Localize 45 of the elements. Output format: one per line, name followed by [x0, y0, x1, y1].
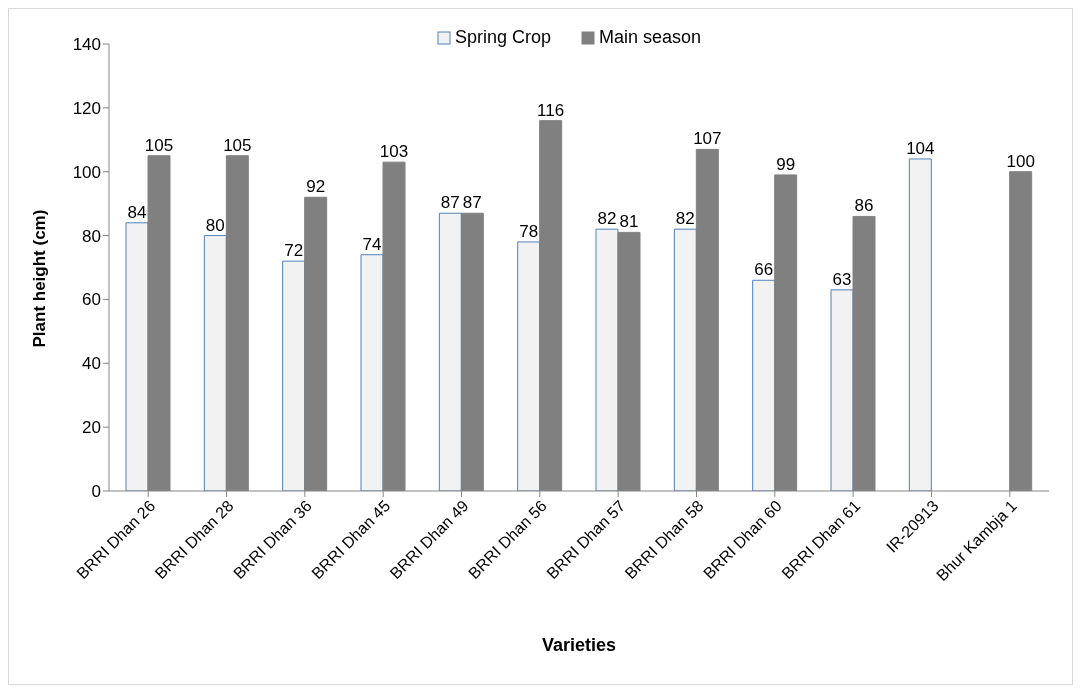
bar: [673, 228, 697, 491]
data-label: 66: [754, 260, 774, 280]
data-label: 105: [223, 135, 252, 155]
data-label: 99: [776, 154, 796, 174]
data-label: 105: [144, 135, 174, 155]
y-tick-label: 80: [82, 226, 101, 246]
data-label: 116: [537, 100, 565, 120]
bar: [517, 241, 541, 491]
data-label: 72: [284, 241, 304, 261]
data-label: 87: [440, 193, 460, 213]
data-label: 74: [362, 234, 382, 254]
data-label: 78: [519, 221, 539, 241]
x-axis-title: Varieties: [541, 635, 617, 655]
data-label: 103: [379, 142, 409, 162]
data-label: 92: [306, 177, 326, 197]
data-label: 86: [854, 196, 874, 216]
bar: [360, 254, 384, 491]
y-axis-title: Plant height (cm): [30, 209, 50, 348]
bar: [830, 289, 854, 491]
data-label: 81: [619, 212, 639, 232]
bar: [908, 158, 932, 491]
data-label: 87: [462, 193, 482, 213]
y-tick-label: 140: [72, 35, 101, 55]
data-label: 80: [205, 215, 225, 235]
y-tick-label: 20: [82, 418, 101, 438]
bar: [595, 228, 619, 491]
data-label: 82: [675, 209, 695, 229]
data-label: 100: [1006, 151, 1035, 171]
bar: [125, 222, 149, 491]
data-label: 104: [906, 138, 935, 158]
y-tick-label: 0: [91, 482, 101, 502]
legend-label: Spring Crop: [454, 27, 551, 48]
y-tick-label: 60: [82, 290, 101, 310]
bar: [438, 212, 462, 491]
bar: [282, 260, 306, 491]
y-tick-label: 40: [82, 354, 101, 374]
bar: [203, 235, 227, 491]
legend-label: Main season: [598, 27, 702, 48]
y-tick-label: 100: [72, 162, 101, 182]
bar: [752, 279, 776, 491]
data-label: 63: [832, 269, 852, 289]
data-label: 84: [127, 202, 147, 222]
y-tick-label: 120: [72, 98, 101, 118]
data-label: 107: [693, 129, 722, 149]
data-label: 82: [597, 209, 617, 229]
